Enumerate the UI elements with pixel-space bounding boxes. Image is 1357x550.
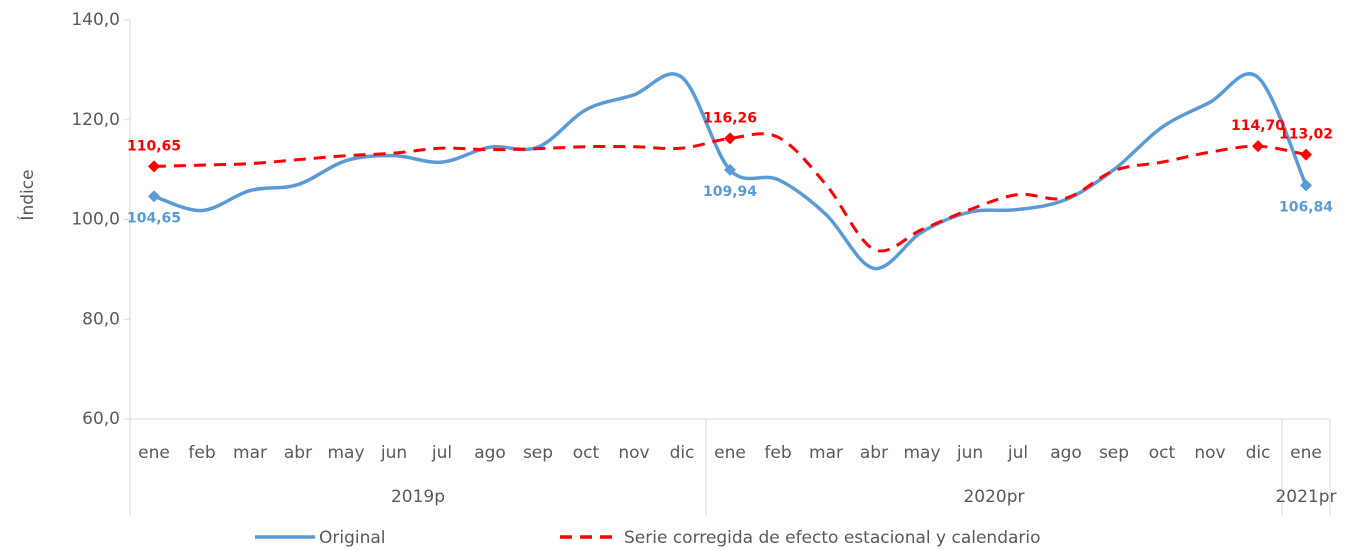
x-tick-label: may	[327, 443, 364, 463]
data-label: 116,26	[703, 110, 757, 126]
marker	[1252, 140, 1264, 153]
y-tick-label: 60,0	[82, 409, 120, 429]
x-tick-label: ene	[138, 443, 170, 463]
x-tick-label: nov	[618, 443, 649, 463]
y-tick-label: 100,0	[71, 210, 120, 230]
x-tick-label: ene	[1290, 443, 1322, 463]
group-label: 2020pr	[963, 487, 1024, 507]
y-tick-label: 140,0	[71, 10, 120, 30]
legend-label: Original	[319, 528, 386, 548]
group-label: 2019p	[391, 487, 445, 507]
data-label: 104,65	[127, 210, 181, 226]
marker	[724, 132, 736, 145]
x-tick-label: mar	[233, 443, 267, 463]
data-label: 114,70	[1231, 118, 1285, 134]
x-tick-label: abr	[284, 443, 312, 463]
data-label: 109,94	[703, 184, 757, 200]
marker	[1300, 148, 1312, 161]
x-tick-label: oct	[573, 443, 600, 463]
y-tick-label: 80,0	[82, 309, 120, 329]
marker	[1300, 179, 1312, 192]
x-tick-label: mar	[809, 443, 843, 463]
marker	[148, 190, 160, 203]
x-tick-label: ene	[714, 443, 746, 463]
y-tick-label: 120,0	[71, 110, 120, 130]
x-tick-label: dic	[670, 443, 695, 463]
x-tick-label: oct	[1149, 443, 1176, 463]
x-tick-label: jun	[380, 443, 407, 463]
data-label: 110,65	[127, 138, 181, 154]
legend-label: Serie corregida de efecto estacional y c…	[624, 528, 1041, 548]
x-tick-label: abr	[860, 443, 888, 463]
x-tick-label: jul	[431, 443, 452, 463]
data-label: 113,02	[1279, 127, 1333, 143]
x-tick-label: feb	[764, 443, 791, 463]
marker	[724, 163, 736, 176]
x-tick-label: nov	[1194, 443, 1225, 463]
x-tick-label: ago	[474, 443, 506, 463]
x-tick-label: sep	[523, 443, 553, 463]
x-tick-label: feb	[188, 443, 215, 463]
data-label: 106,84	[1279, 199, 1333, 215]
x-tick-label: jun	[956, 443, 983, 463]
x-tick-label: may	[903, 443, 940, 463]
group-label: 2021pr	[1275, 487, 1336, 507]
x-tick-label: jul	[1007, 443, 1028, 463]
marker	[148, 160, 160, 173]
y-axis-label: Índice	[16, 169, 38, 220]
x-tick-label: dic	[1246, 443, 1271, 463]
x-tick-label: ago	[1050, 443, 1082, 463]
x-tick-label: sep	[1099, 443, 1129, 463]
